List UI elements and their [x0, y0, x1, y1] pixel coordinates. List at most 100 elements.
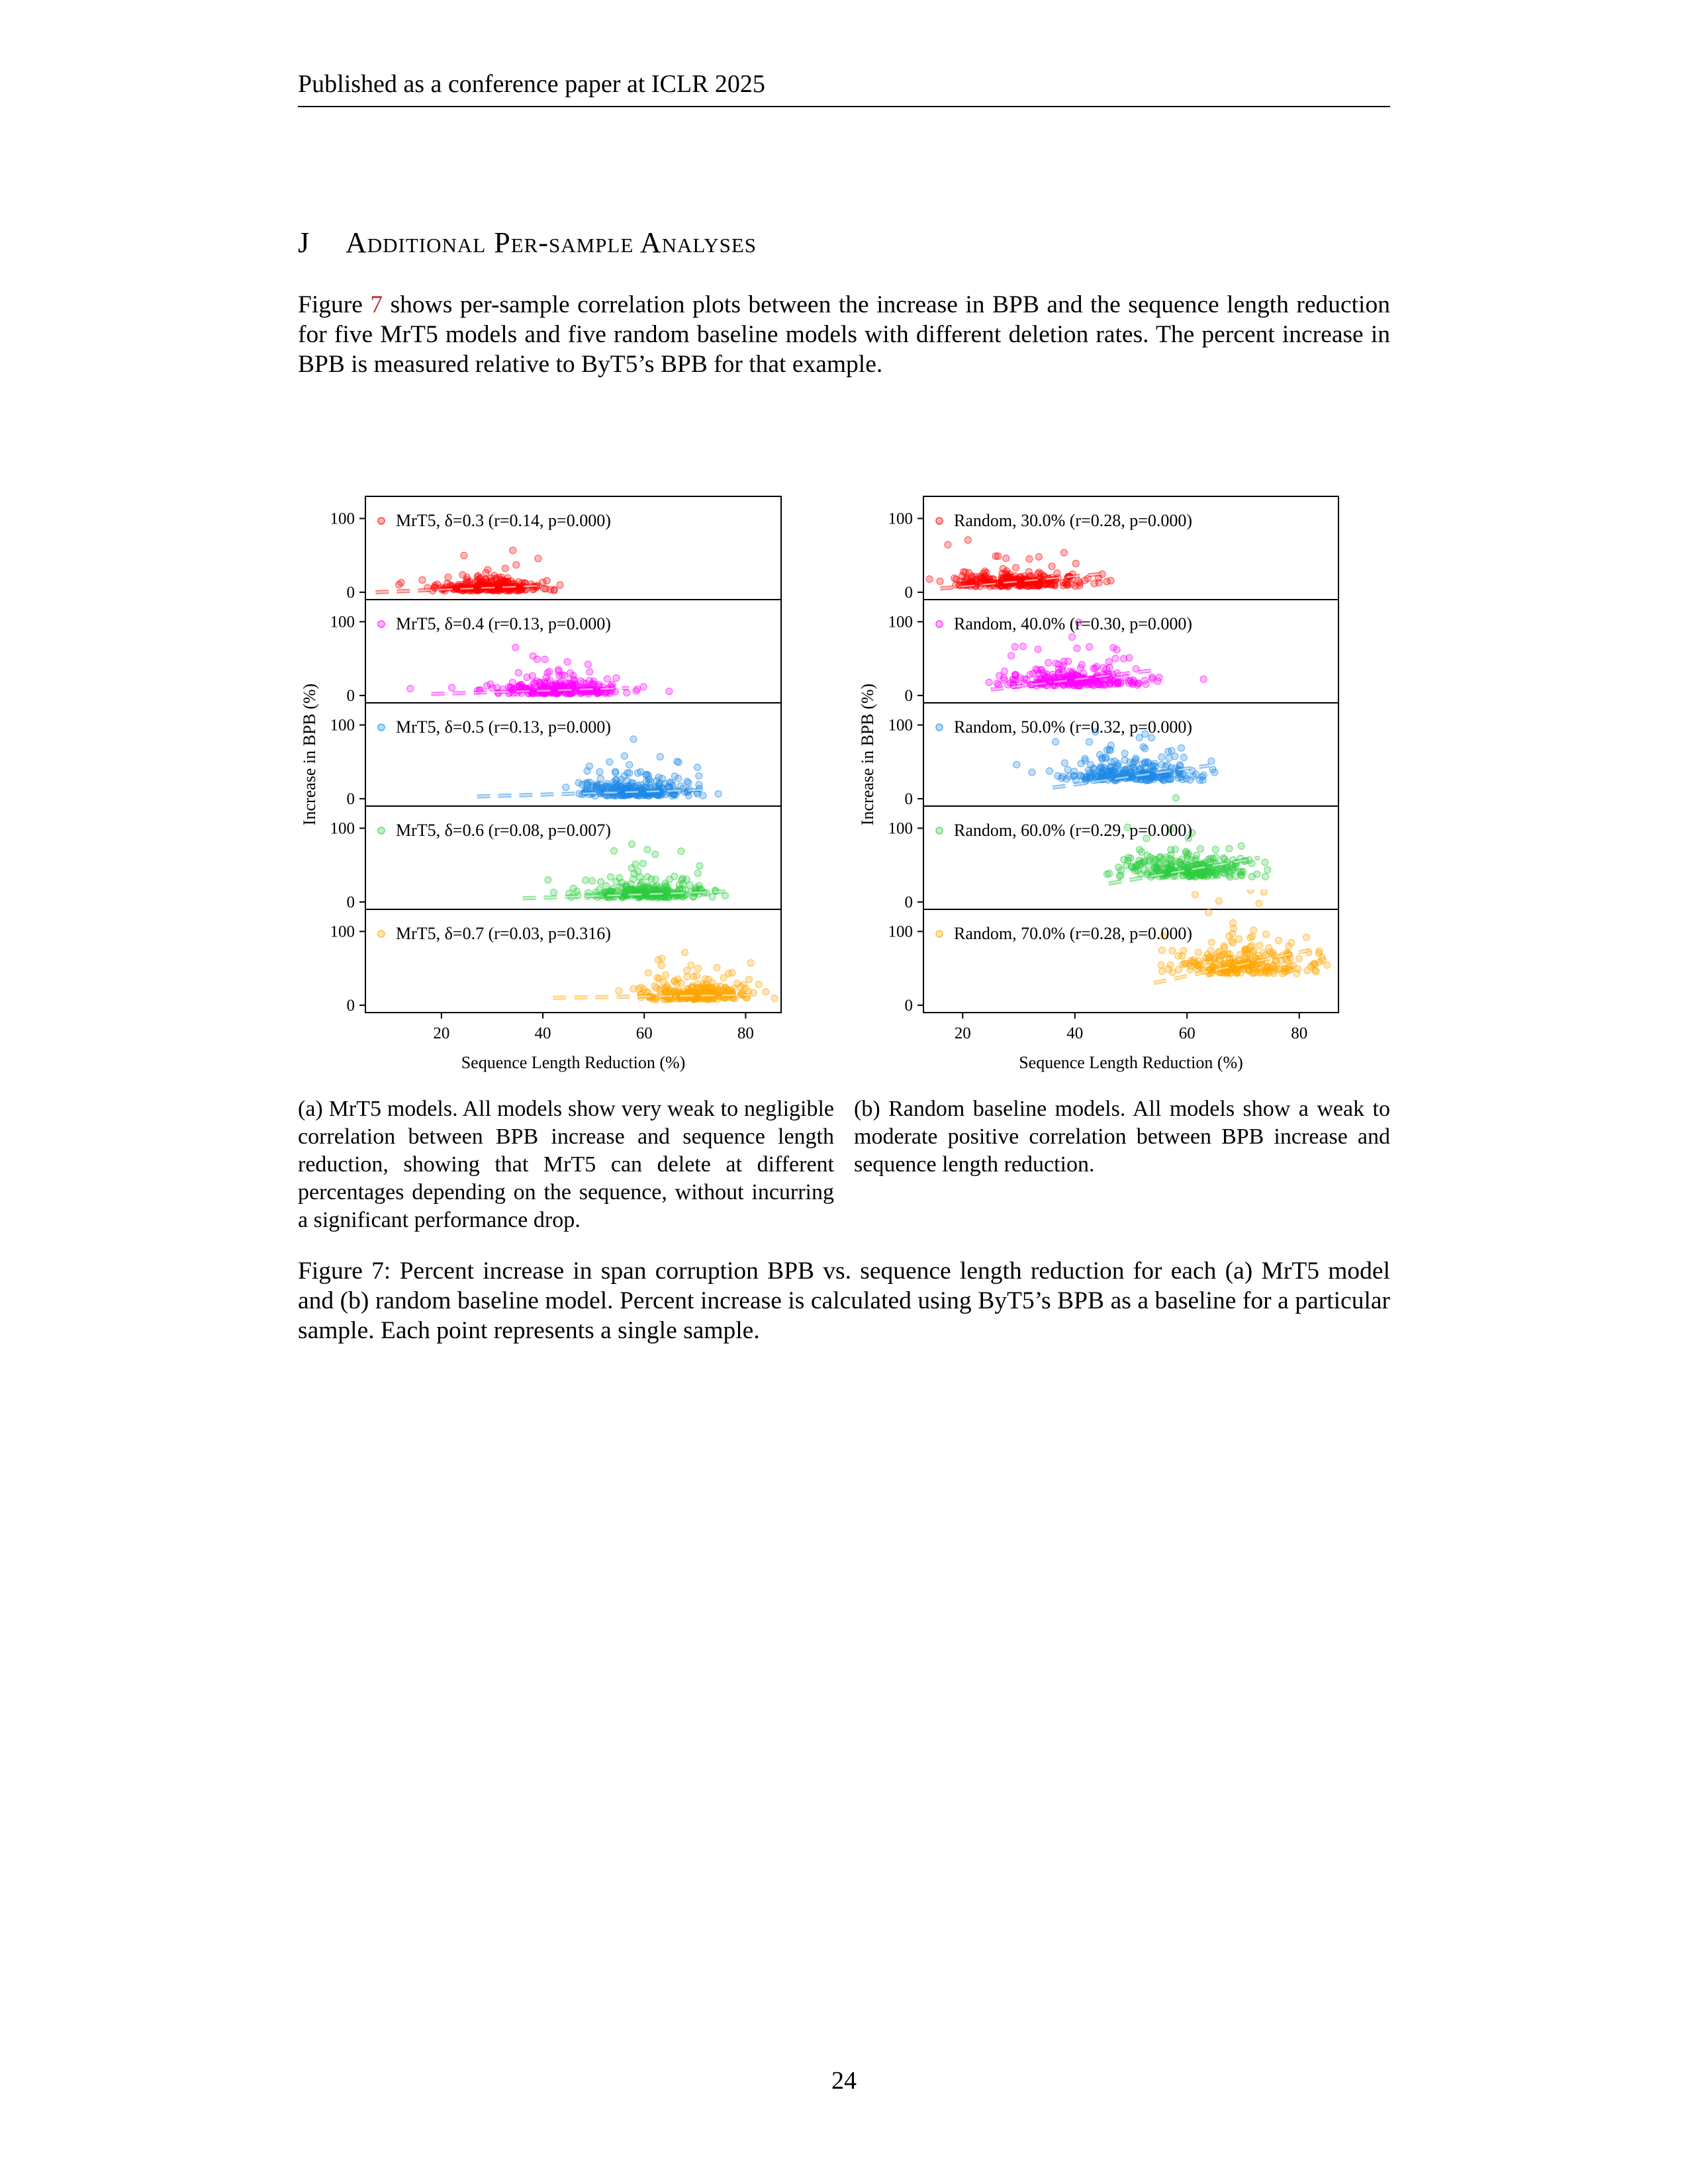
scatter-point [1043, 670, 1051, 678]
scatter-point [1184, 834, 1192, 842]
scatter-point [1013, 760, 1021, 769]
scatter-point [1092, 728, 1100, 736]
x-tick-label: 40 [535, 1024, 551, 1042]
subcaption-b: (b) Random baseline models. All models s… [854, 1097, 1390, 1177]
scatter-point [654, 956, 663, 964]
scatter-point [699, 792, 707, 799]
trend-line-highlight [431, 687, 630, 695]
x-axis-title: Sequence Length Reduction (%) [1019, 1053, 1243, 1072]
x-axis-title: Sequence Length Reduction (%) [461, 1053, 686, 1072]
subplot-b-5: 0 100 Random, 70.0% (r=0.28, p=0.000) [888, 889, 1339, 1015]
scatter-point [1060, 657, 1068, 665]
scatter-point [569, 884, 577, 892]
scatter-point [762, 987, 770, 996]
scatter-point [1184, 865, 1192, 874]
scatter-point [695, 772, 703, 780]
scatter-point [714, 790, 722, 798]
scatter-point [1145, 857, 1153, 865]
scatter-point [1117, 866, 1125, 874]
scatter-point [661, 971, 670, 979]
y-tick-label: 100 [330, 613, 355, 631]
scatter-point [1135, 846, 1144, 854]
scatter-point [1265, 944, 1273, 952]
scatter-point [1221, 969, 1229, 977]
scatter-point [536, 679, 544, 687]
scatter-point [639, 786, 647, 794]
scatter-point [539, 578, 547, 586]
scatter-point [1207, 946, 1215, 955]
scatter-point [1261, 858, 1269, 866]
scatter-point [1143, 776, 1150, 784]
scatter-point [1155, 674, 1163, 682]
scatter-point [1158, 946, 1166, 954]
scatter-point [741, 984, 749, 993]
scatter-point [1070, 767, 1078, 776]
legend-label: MrT5, δ=0.4 (r=0.13, p=0.000) [396, 614, 611, 633]
scatter-point [1177, 744, 1186, 752]
scatter-point [1062, 578, 1070, 586]
scatter-point [1270, 969, 1278, 978]
scatter-point [1105, 658, 1113, 666]
y-tick-label: 100 [330, 716, 355, 734]
scatter-point [1177, 773, 1185, 781]
scatter-point [644, 969, 653, 977]
scatter-point [1126, 758, 1134, 766]
scatter-point [1081, 756, 1089, 765]
scatter-point [1162, 853, 1170, 862]
y-tick-label: 0 [905, 687, 914, 705]
scatter-point [1192, 855, 1200, 863]
page-number: 24 [831, 2067, 857, 2095]
scatter-point [1085, 738, 1094, 746]
scatter-point [561, 671, 569, 680]
scatter-point [585, 676, 594, 685]
scatter-point [1105, 768, 1113, 776]
scatter-point [1205, 909, 1213, 917]
trend-line-highlight [990, 668, 1160, 691]
scatter-point [620, 752, 628, 760]
scatter-point [596, 878, 605, 886]
legend-marker [935, 827, 943, 835]
x-tick-label: 80 [1291, 1024, 1307, 1042]
trend-line-highlight [553, 994, 751, 999]
scatter-point [951, 574, 959, 582]
scatter-point [694, 869, 702, 878]
scatter-point [1288, 938, 1295, 947]
section-heading: J Additional Per-sample Analyses [298, 225, 1390, 261]
scatter-point [1164, 965, 1172, 973]
scatter-point [657, 791, 665, 799]
scatter-point [1245, 966, 1253, 974]
scatter-point [1002, 554, 1010, 563]
scatter-point [1011, 643, 1019, 651]
scatter-point [542, 584, 550, 593]
scatter-point [1184, 849, 1193, 858]
scatter-point [1143, 835, 1150, 842]
scatter-point [686, 881, 694, 889]
scatter-point [1221, 866, 1229, 874]
scatter-point [728, 969, 736, 977]
scatter-point [671, 872, 679, 880]
x-tick-label: 80 [737, 1024, 754, 1042]
scatter-point [1123, 823, 1132, 831]
scatter-point [1025, 555, 1033, 563]
y-tick-label: 100 [330, 923, 355, 940]
scatter-point [1191, 891, 1199, 899]
scatter-point [1206, 858, 1215, 866]
subplot-b-1: 0 100 Random, 30.0% (r=0.28, p=0.000) [888, 496, 1339, 602]
scatter-point [626, 761, 633, 769]
scatter-point [1055, 665, 1062, 674]
scatter-point [595, 786, 604, 794]
scatter-point [656, 883, 665, 891]
scatter-point [628, 864, 635, 872]
trend-line-highlight [375, 584, 543, 594]
figure-reference-link[interactable]: 7 [370, 291, 383, 318]
scatter-point [628, 840, 636, 848]
trend-line-highlight [477, 789, 706, 797]
scatter-point [1149, 766, 1157, 774]
scatter-point [651, 850, 659, 858]
scatter-point [1090, 664, 1098, 672]
scatter-point [633, 769, 642, 777]
scatter-point [1200, 871, 1208, 879]
trend-line-highlight [1153, 949, 1311, 984]
figure-caption: Figure 7: Percent increase in span corru… [298, 1257, 1390, 1344]
scatter-point [1262, 931, 1270, 938]
